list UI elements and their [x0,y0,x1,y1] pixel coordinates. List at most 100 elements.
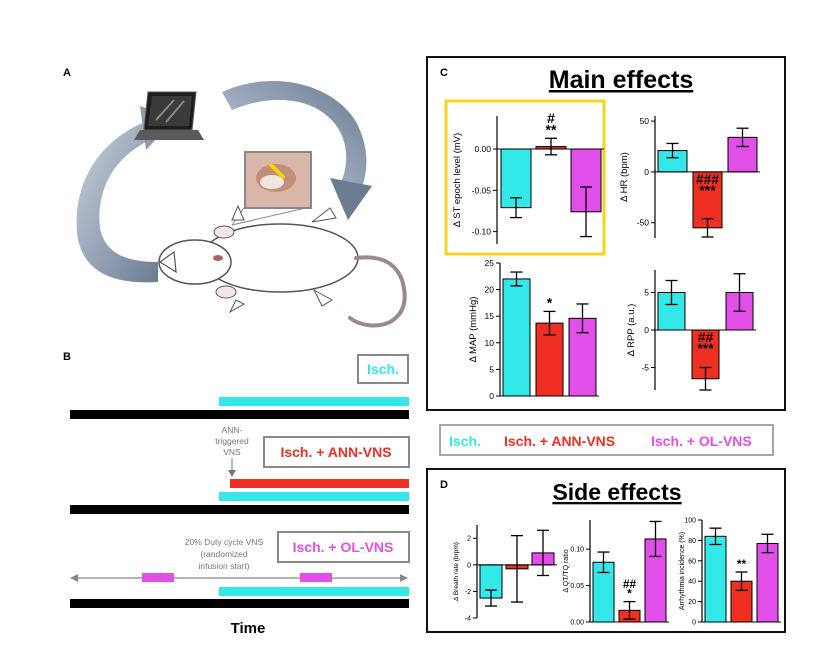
arr-tick-label: 40 [688,579,696,586]
st-tick-label: -0.10 [472,227,492,237]
svg-text:infusion start): infusion start) [198,561,249,571]
qt-tick-label: 0.05 [570,583,584,590]
hr-chart: 50 0 -50 Δ HR (bpm) ###*** [619,116,760,238]
svg-text:Isch. + ANN-VNS: Isch. + ANN-VNS [280,444,391,460]
svg-text:20% Duty cycle VNS: 20% Duty cycle VNS [185,537,264,547]
qt-significance-2: * [627,587,632,601]
rpp-tick-label: 0 [644,325,649,335]
ann-pointer-head-icon [228,470,236,477]
map-significance-2: * [547,294,553,310]
hr-tick-label: 0 [644,167,649,177]
isch-bar-3 [219,587,409,596]
map-tick-label: 20 [485,285,495,295]
hr-significance-2: ### [696,171,720,187]
baseline-bar-1 [70,410,409,419]
legend-ann-vns: Isch. + ANN-VNS [504,433,615,449]
cycle-arrow-right-icon [222,81,367,200]
arr-tick-label: 60 [688,558,696,565]
arr-tick-label: 20 [688,599,696,606]
isch-bar-1 [219,397,409,406]
st-tick-label: -0.05 [472,185,492,195]
map-tick-label: 10 [485,338,495,348]
qt-y-label: Δ QT/TQ ratio [563,549,570,592]
breath-chart: 2 0 -2 -4 Δ Breath rate (brpm) [453,525,557,622]
rpp-y-label: Δ RPP (a.u.) [626,304,637,357]
ol-vns-pulse-1 [142,573,174,582]
st-highlight-box [444,99,606,256]
st-tick-label: 0.00 [474,144,491,154]
breath-tick-label: 2 [467,536,471,543]
rpp-significance-2: *** [697,340,714,356]
arr-tick-label: 80 [688,538,696,545]
hr-y-label: Δ HR (bpm) [619,152,630,202]
panel-label-a: A [63,67,71,79]
legend-ol-vns: Isch. + OL-VNS [651,433,752,449]
arr-chart: 100 80 60 40 20 0 Arrhythmia incidence (%) ** [679,517,781,626]
map-tick-label: 5 [489,364,494,374]
st-chart: 0.00 -0.05 -0.10 Δ ST epoch level (mV) #** [452,110,604,244]
map-tick-label: 0 [489,391,494,401]
ol-duty-annotation: 20% Duty cycle VNS (randomized infusion … [185,537,264,571]
svg-text:ANN-: ANN- [222,425,243,435]
panel-label-c: C [440,67,448,79]
map-tick-label: 25 [485,258,495,268]
svg-text:triggered: triggered [215,436,249,446]
laptop-icon [134,91,204,140]
cycle-arrow-right-head-icon [330,178,372,220]
arr-y-label: Arrhythmia incidence (%) [679,532,686,610]
legend-isch: Isch. [449,433,481,449]
arr-bar-3 [756,542,779,623]
main-legend-box: Isch. Isch. + ANN-VNS Isch. + OL-VNS [439,424,774,456]
breath-tick-label: 0 [467,562,471,569]
rpp-chart: 5 0 -5 Δ RPP (a.u.) ##*** [626,270,756,391]
breath-y-label: Δ Breath rate (brpm) [453,542,460,601]
charts-layer: 0.00-0.05-0.10Δ ST epoch level (mV)#**50… [452,110,781,626]
arr-tick-label: 100 [684,517,696,524]
qt-chart: 0.10 0.05 0.00 Δ QT/TQ ratio ##* [563,520,669,626]
map-tick-label: 15 [485,311,495,321]
hr-significance-2: *** [699,182,716,198]
arr-bar-1 [704,535,727,623]
rpp-tick-label: 5 [644,287,649,297]
ann-triggered-annotation: ANN- triggered VNS [215,425,249,457]
ann-vns-bar [230,479,409,488]
panel-label-d: D [440,479,448,491]
rpp-tick-label: -5 [641,362,649,372]
st-significance-2: # [547,110,555,126]
svg-text:(randomized: (randomized [200,549,248,559]
rat-illustration [158,204,407,328]
map-y-label: Δ MAP (mmHg) [468,297,479,363]
main-effects-title: Main effects [549,66,693,94]
panel-label-b: B [63,351,71,363]
breath-tick-label: -4 [465,615,471,622]
timeline-legend-ol: Isch. + OL-VNS [277,531,410,563]
range-arrow-right-icon [400,574,408,582]
st-y-label: Δ ST epoch level (mV) [452,133,463,227]
cycle-arrow-left-icon [76,120,158,283]
svg-text:Isch. + OL-VNS: Isch. + OL-VNS [293,539,394,555]
arr-tick-label: 0 [692,619,696,626]
qt-tick-label: 0.10 [570,547,584,554]
hr-tick-label: -50 [637,218,650,228]
svg-text:VNS: VNS [223,447,241,457]
rpp-significance-2: ## [698,329,714,345]
baseline-bar-2 [70,505,409,514]
breath-tick-label: -2 [465,589,471,596]
isch-bar-2 [219,492,409,501]
arr-significance-2: ** [737,557,747,571]
timeline-legend-isch: Isch. [357,354,409,384]
qt-tick-label: 0.00 [570,619,584,626]
svg-text:Isch.: Isch. [367,361,399,377]
qt-significance-2: ## [623,577,637,591]
time-axis-label: Time [231,620,266,637]
side-effects-title: Side effects [552,479,681,505]
map-bar-1 [502,278,531,397]
map-chart: 25 20 15 10 5 0 Δ MAP (mmHg) * [468,258,599,401]
st-significance-2: ** [546,121,557,137]
range-arrow-left-icon [70,574,78,582]
hr-tick-label: 50 [640,116,650,126]
main-effects-frame [426,56,786,411]
ol-vns-pulse-2 [300,573,332,582]
implant-zoom-inset [231,151,312,226]
